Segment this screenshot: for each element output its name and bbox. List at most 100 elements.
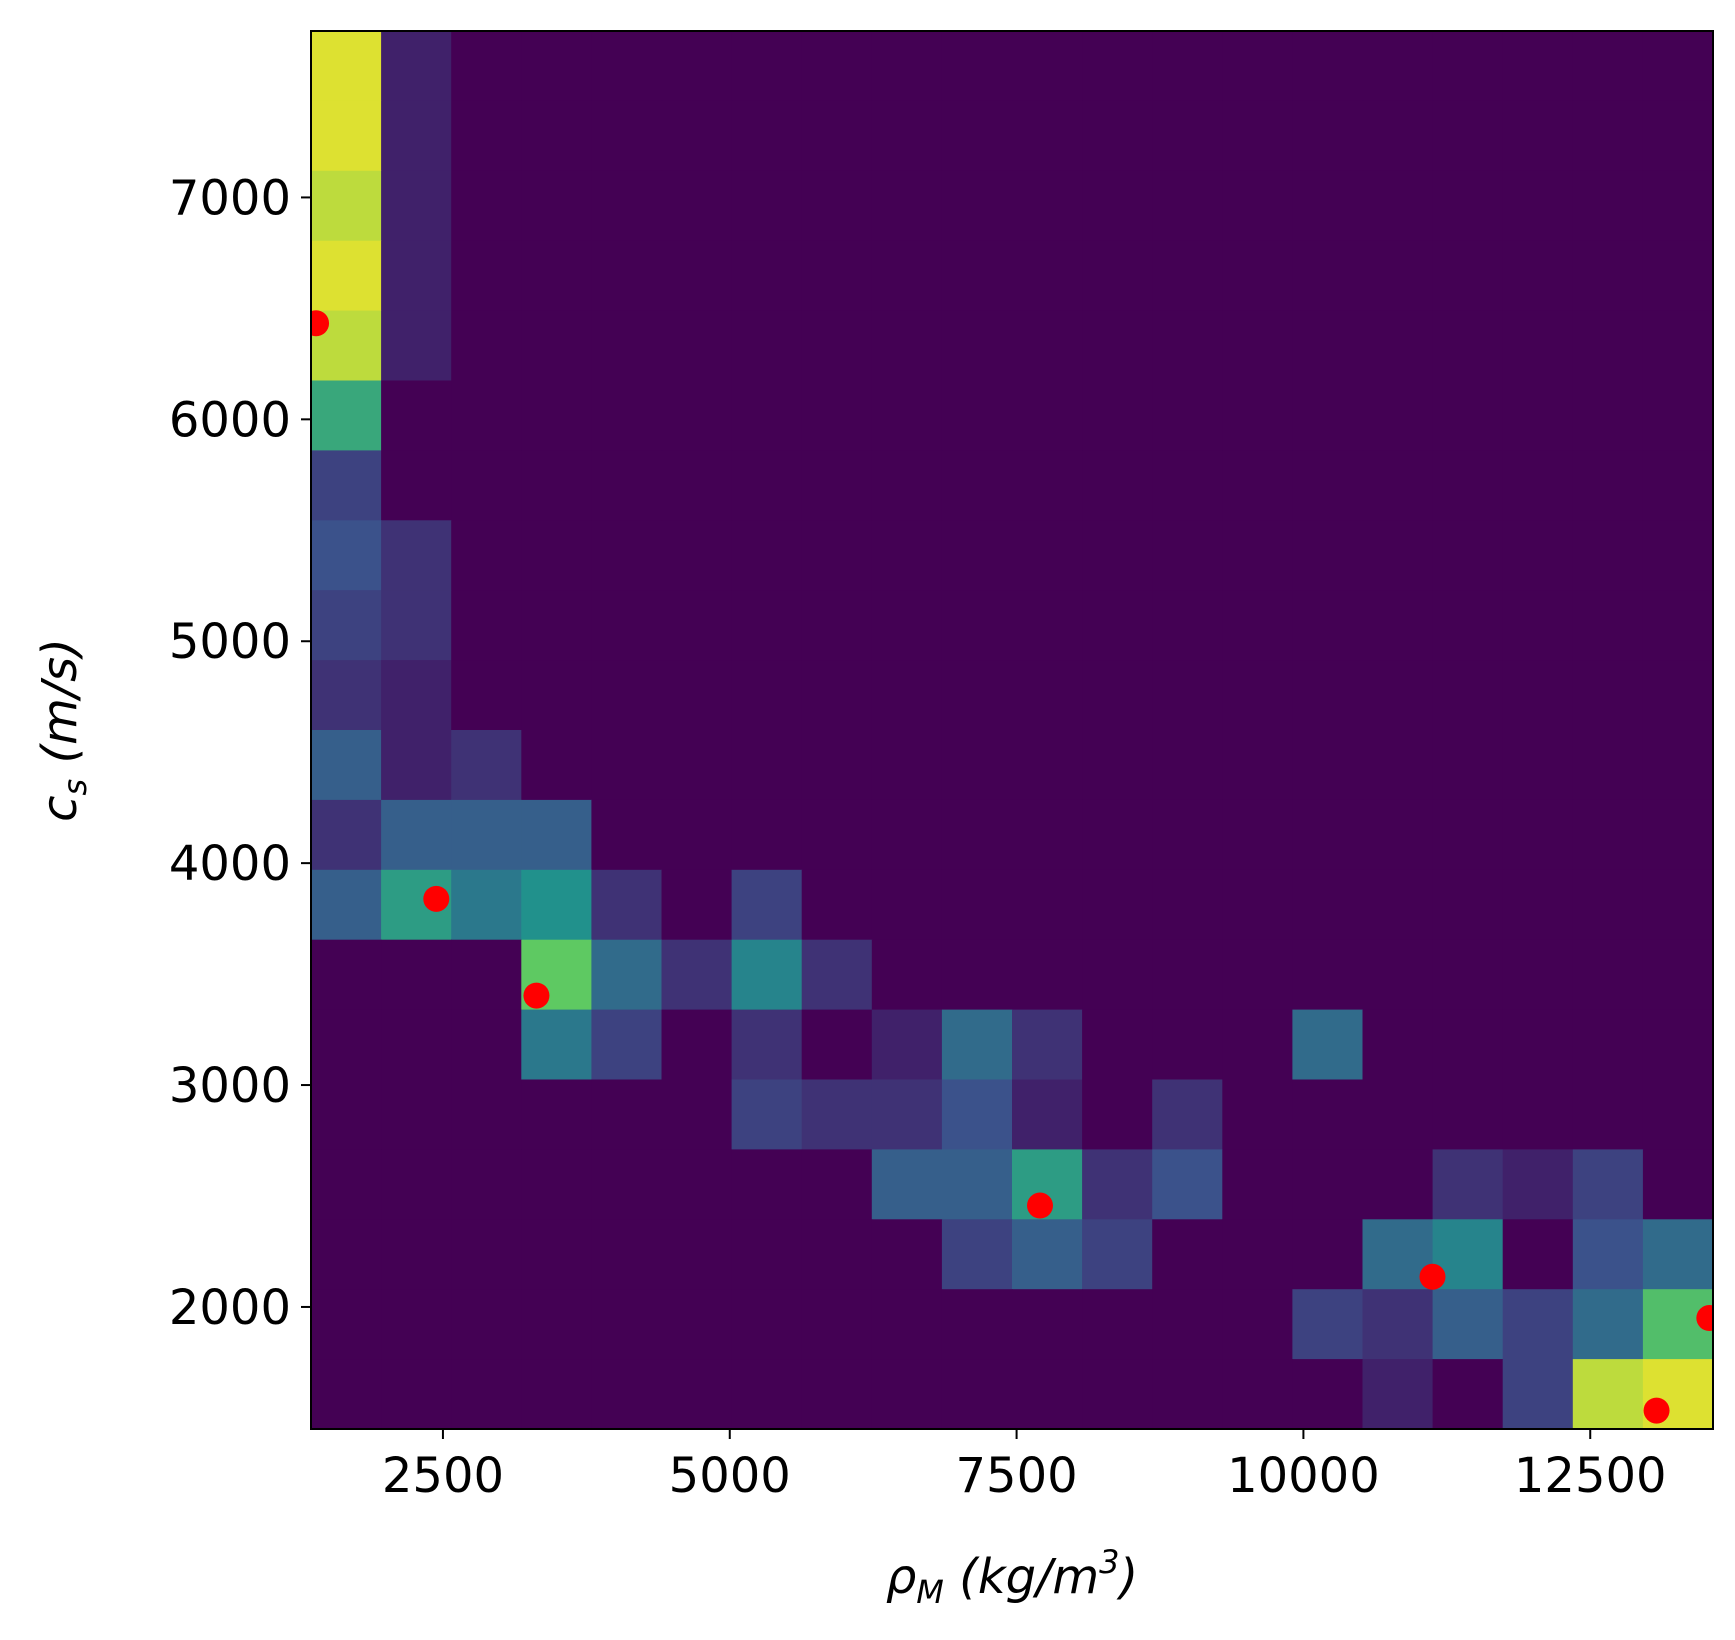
heat-cell [451,590,522,661]
heat-cell [591,380,663,451]
heat-cell [1502,869,1574,941]
heat-cell [1502,520,1574,591]
heat-cell [1362,1359,1434,1429]
heat-cell [661,1359,733,1429]
heat-cell [1012,869,1083,941]
heat-cell [1642,1009,1713,1081]
heat-cell [661,799,733,871]
heat-cell [1642,660,1713,731]
heat-cell [591,1149,663,1220]
heat-cell [731,1079,803,1150]
heat-cell [1082,450,1153,521]
heat-cell [801,1079,873,1150]
heat-cell [1432,1359,1504,1429]
heat-cell [1082,939,1153,1011]
point [1696,1305,1713,1332]
heat-cell [731,799,803,871]
point [1419,1263,1446,1290]
heat-cell [591,240,663,312]
heat-cell [1082,100,1153,172]
heat-cell [1642,380,1713,451]
heat-cell [1572,869,1644,941]
heat-cell [1572,1289,1644,1360]
heat-cell [381,100,452,172]
x-tick-label: 2500 [382,1448,504,1504]
heat-cell [1152,520,1223,591]
heat-cell [1012,310,1083,382]
heat-cell [1642,450,1713,521]
heat-cell [521,170,592,242]
heat-cell [521,1009,592,1081]
heat-cell [451,1359,522,1429]
heat-cell [661,590,733,661]
heat-cell [1362,310,1434,382]
heat-cell [941,660,1013,731]
heat-cell [941,1289,1013,1360]
heat-cell [451,380,522,451]
heat-cell [1222,100,1293,172]
heat-cell [731,590,803,661]
heat-cell [661,1149,733,1220]
heat-cell [731,450,803,521]
heat-cell [731,1359,803,1429]
heat-cell [521,590,592,661]
heat-cell [311,869,382,941]
heat-cell [591,520,663,591]
heat-cell [311,31,382,102]
heat-cell [1222,170,1293,242]
heat-cell [1292,1359,1364,1429]
heat-cell [941,240,1013,312]
heat-cell [801,100,873,172]
heat-cell [1152,380,1223,451]
heat-cell [1432,240,1504,312]
heat-cell [1362,939,1434,1011]
heat-cell [661,310,733,382]
heat-cell [1362,660,1434,731]
heat-cell [731,380,803,451]
heat-cell [1222,1009,1293,1081]
heat-cell [871,1149,943,1220]
y-tick-label: 6000 [169,392,291,448]
x-axis-label: ρM (kg/m3) [886,1543,1138,1611]
heat-cell [311,520,382,591]
heat-cell [381,1289,452,1360]
heat-cell [381,240,452,312]
heat-cell [1292,1219,1364,1290]
heat-cell [451,310,522,382]
x-tick-label: 5000 [669,1448,791,1504]
heat-cell [1572,1149,1644,1220]
heat-cell [1012,660,1083,731]
y-label-part: (m/s) [32,638,88,779]
heat-cell [591,1079,663,1150]
heat-cell [311,450,382,521]
x-label-part: ) [1116,1549,1138,1605]
heat-cell [591,1219,663,1290]
heat-cell [451,1289,522,1360]
heat-cell [1362,31,1434,102]
heat-cell [1362,240,1434,312]
heat-cell [871,1079,943,1150]
heat-cell [941,1079,1013,1150]
y-axis-label: cs (m/s) [32,638,94,822]
heat-cell [941,799,1013,871]
heat-cell [311,1079,382,1150]
heat-cell [1572,450,1644,521]
heat-cell [1292,450,1364,521]
heat-cell [1362,170,1434,242]
x-label-part: 3 [1099,1543,1119,1581]
heat-cell [801,730,873,801]
heat-cell [731,730,803,801]
heat-cell [1642,100,1713,172]
heat-cell [1572,730,1644,801]
heat-cell [1502,939,1574,1011]
heat-cell [731,660,803,731]
heat-cell [1292,730,1364,801]
heat-cell [731,520,803,591]
heat-cell [871,31,943,102]
heat-cell [661,939,733,1011]
heat-cell [1362,1289,1434,1360]
heat-cell [1152,939,1223,1011]
heat-cell [1012,1079,1083,1150]
heat-cell [311,660,382,731]
